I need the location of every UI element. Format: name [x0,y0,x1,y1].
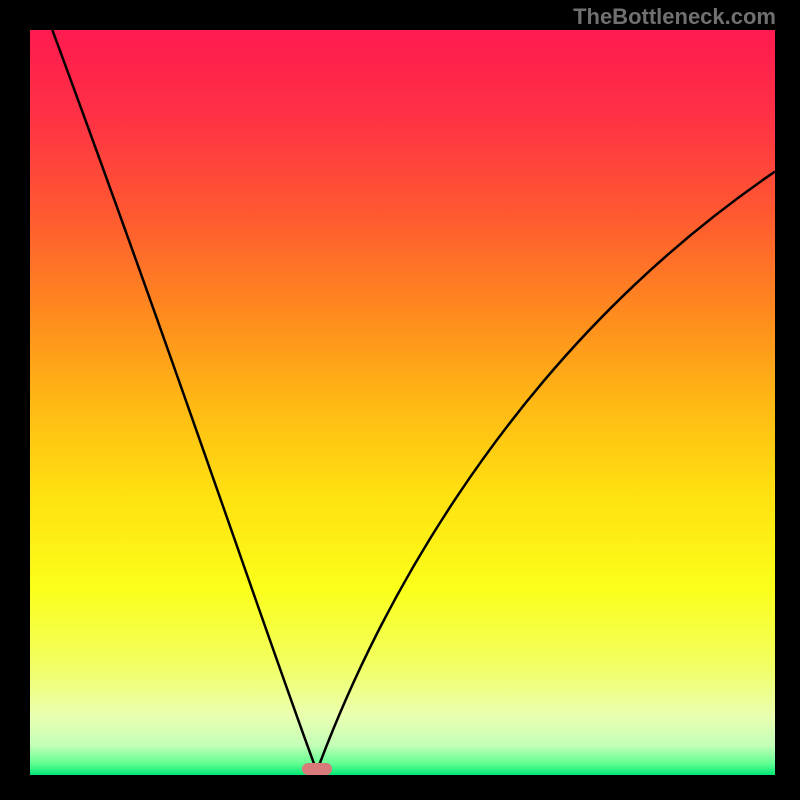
minimum-marker [302,763,332,775]
bottleneck-curve [52,30,775,771]
chart-container: TheBottleneck.com [0,0,800,800]
watermark-text: TheBottleneck.com [573,4,776,30]
curve-layer [30,30,775,775]
plot-area [30,30,775,775]
